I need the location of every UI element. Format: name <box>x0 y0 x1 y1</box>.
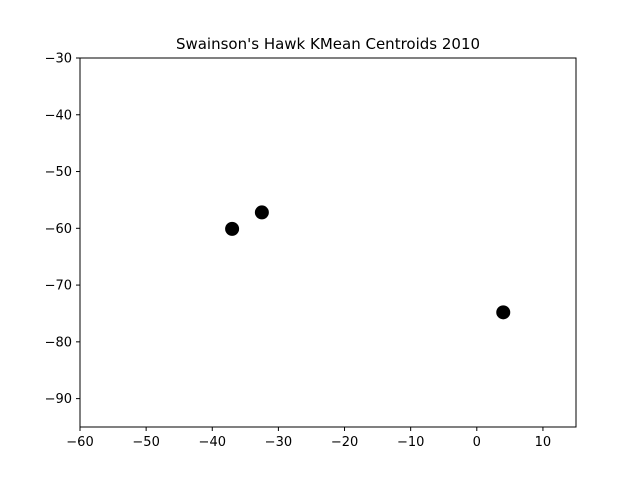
y-tick-label: −70 <box>45 279 72 294</box>
chart-title: Swainson's Hawk KMean Centroids 2010 <box>176 35 480 53</box>
x-tick-label: −20 <box>331 435 358 450</box>
y-tick-label: −50 <box>45 165 72 180</box>
x-tick-label: −30 <box>265 435 292 450</box>
x-tick-label: −50 <box>132 435 159 450</box>
x-tick-label: 0 <box>473 435 481 450</box>
centroid-point <box>496 305 511 320</box>
x-tick-label: −60 <box>66 435 93 450</box>
y-tick-label: −90 <box>45 392 72 407</box>
x-tick-label: −10 <box>397 435 424 450</box>
axis-ticks: −60 −50 −40 −30 −20 −10 0 10 −30 −40 −50 −60 −70 −80 −… <box>45 52 552 451</box>
x-tick-label: −40 <box>199 435 226 450</box>
plot-area-frame <box>79 57 577 428</box>
centroid-point <box>254 205 269 220</box>
y-tick-label: −40 <box>45 108 72 123</box>
y-tick-label: −60 <box>45 222 72 237</box>
data-points <box>225 205 511 320</box>
centroid-point <box>225 221 240 236</box>
y-tick-label: −30 <box>45 52 72 67</box>
x-tick-label: 10 <box>535 435 552 450</box>
y-tick-label: −80 <box>45 335 72 350</box>
